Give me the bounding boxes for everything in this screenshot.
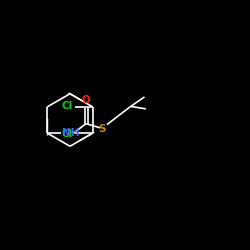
- Text: Cl: Cl: [62, 102, 73, 112]
- Text: O: O: [82, 95, 90, 105]
- Text: NH: NH: [62, 128, 79, 138]
- Text: S: S: [98, 124, 105, 134]
- Text: Cl: Cl: [62, 128, 73, 138]
